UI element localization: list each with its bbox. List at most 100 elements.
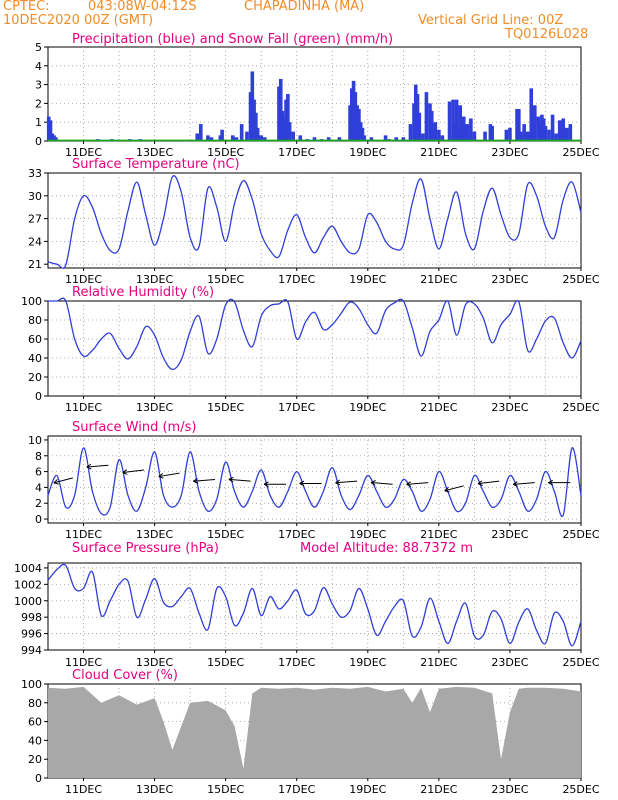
precip-bar	[547, 129, 551, 141]
x-tick-label: 17DEC	[278, 656, 315, 669]
header-source: CPTEC:	[3, 0, 50, 14]
y-tick-label: 20	[28, 753, 42, 766]
precip-bar	[298, 135, 303, 141]
series-line	[47, 563, 582, 647]
panel-frame	[47, 562, 582, 651]
y-tick-label: 8	[35, 450, 42, 463]
precip-bar	[369, 137, 374, 141]
precip-bar	[417, 112, 422, 141]
header-model-code: TQ0126L028	[505, 27, 589, 42]
panel-frame	[47, 435, 582, 524]
panel-title: Surface Temperature (nC)	[72, 157, 240, 172]
y-tick-label: 1	[35, 116, 42, 129]
x-tick-label: 25DEC	[562, 656, 599, 669]
precip-bar	[312, 137, 317, 141]
precip-bar	[504, 129, 509, 141]
y-tick-label: 33	[28, 167, 42, 180]
wind-vector	[53, 477, 73, 484]
x-tick-label: 15DEC	[207, 401, 244, 414]
precip-bar	[490, 125, 494, 141]
x-tick-label: 19DEC	[349, 146, 386, 159]
y-tick-label: 1002	[14, 578, 42, 591]
x-tick-label: 11DEC	[65, 401, 102, 414]
y-tick-label: 994	[21, 644, 42, 657]
precip-bar	[220, 129, 224, 141]
y-tick-label: 24	[28, 235, 42, 248]
precip-bar	[483, 131, 487, 141]
precip-bar	[401, 137, 406, 141]
precip-bar	[286, 94, 290, 141]
precip-bar	[245, 131, 249, 141]
panel-title: Precipitation (blue) and Snow Fall (gree…	[72, 32, 393, 47]
wind-vector-head	[228, 476, 234, 483]
wind-vector	[193, 479, 216, 482]
precip-bar	[234, 137, 239, 141]
precip-bar	[543, 125, 548, 141]
precip-bar	[440, 135, 445, 141]
wind-vector-head	[299, 480, 305, 487]
panel-title: Relative Humidity (%)	[72, 285, 214, 300]
x-tick-label: 19DEC	[349, 273, 386, 286]
y-tick-label: 0	[35, 772, 42, 785]
precip-bar	[206, 135, 210, 141]
y-tick-label: 27	[28, 213, 42, 226]
wind-vector	[122, 469, 144, 474]
x-tick-label: 21DEC	[420, 783, 457, 796]
wind-vector	[444, 485, 464, 492]
wind-vector-head	[122, 469, 128, 475]
x-tick-label: 23DEC	[491, 401, 528, 414]
precip-bar	[522, 124, 526, 141]
precip-bar	[429, 110, 434, 141]
precip-bar	[564, 127, 569, 141]
y-tick-label: 20	[28, 371, 42, 384]
panel-frame	[47, 46, 582, 142]
x-tick-label: 11DEC	[65, 146, 102, 159]
precip-bar	[557, 120, 562, 141]
y-tick-label: 60	[28, 716, 42, 729]
precip-bar	[254, 112, 258, 141]
y-tick-label: 10	[28, 434, 42, 447]
y-tick-label: 5	[35, 41, 42, 54]
x-tick-label: 13DEC	[136, 528, 173, 541]
precip-bar	[451, 99, 455, 141]
y-tick-label: 2	[35, 97, 42, 110]
precip-bar	[287, 122, 292, 141]
precip-bar	[262, 137, 267, 141]
y-tick-label: 3	[35, 79, 42, 92]
precip-bar	[383, 135, 388, 141]
x-tick-label: 21DEC	[420, 146, 457, 159]
panel-frame	[47, 172, 582, 269]
precip-bar	[508, 127, 512, 141]
x-tick-label: 17DEC	[278, 273, 315, 286]
wind-vector-head	[263, 481, 269, 488]
precip-bar	[198, 124, 203, 141]
x-tick-label: 23DEC	[491, 783, 528, 796]
wind-vector	[228, 478, 251, 482]
panel-frame	[47, 300, 582, 397]
precip-bar	[424, 92, 429, 141]
panel-title: Surface Wind (m/s)	[72, 420, 196, 435]
precip-bar	[517, 109, 521, 141]
x-tick-label: 13DEC	[136, 401, 173, 414]
y-tick-label: 996	[21, 628, 42, 641]
wind-vector-head	[86, 463, 92, 470]
panel-annotation: Model Altitude: 88.7372 m	[300, 541, 473, 556]
y-tick-label: 998	[21, 611, 42, 624]
wind-vector-head	[335, 479, 341, 486]
wind-vector-head	[444, 486, 450, 493]
x-tick-label: 11DEC	[65, 656, 102, 669]
y-tick-label: 4	[35, 60, 42, 73]
precip-bar	[360, 127, 365, 141]
x-tick-label: 11DEC	[65, 528, 102, 541]
x-tick-label: 15DEC	[207, 783, 244, 796]
precip-bar	[326, 137, 331, 141]
x-tick-label: 11DEC	[65, 273, 102, 286]
x-tick-label: 25DEC	[562, 273, 599, 286]
y-tick-label: 4	[35, 481, 42, 494]
precip-bar	[421, 133, 425, 141]
x-tick-label: 19DEC	[349, 656, 386, 669]
precip-bar	[469, 118, 473, 141]
precip-bar	[239, 124, 244, 141]
series-line	[47, 175, 582, 269]
wind-vector-head	[477, 480, 483, 486]
